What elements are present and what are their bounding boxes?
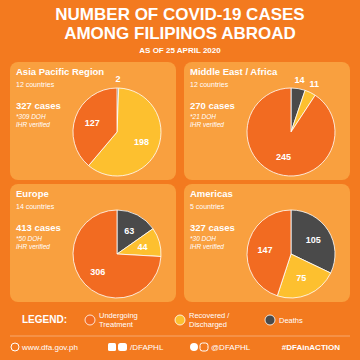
data-label: 75 [296, 273, 306, 283]
annotation: IHR verified [190, 121, 224, 128]
data-label: 63 [124, 226, 134, 236]
data-label: 306 [90, 267, 105, 277]
annotation: IHR verified [190, 243, 224, 250]
panel-title: Americas [190, 188, 233, 199]
data-label: 127 [85, 118, 100, 128]
footer-text: @DFAPHL [211, 343, 251, 352]
pie-labels: 6344 306 [90, 226, 147, 278]
data-label: 105 [306, 235, 321, 245]
icon [118, 343, 127, 351]
footer-text: /DFAPHL [130, 343, 164, 352]
annotation: 270 cases [190, 100, 235, 111]
icon [190, 343, 198, 351]
legend-swatch [265, 315, 275, 325]
data-label: 245 [276, 152, 291, 162]
annotation: 327 cases [190, 222, 235, 233]
footer-rule [10, 336, 350, 337]
panel-bg [10, 184, 176, 302]
panel: Middle East / Africa 12 countries 270 case… [184, 62, 350, 180]
panel: Americas 5 countries 327 cases *30 DOHIHR v… [184, 184, 350, 302]
data-label: 14 [295, 75, 305, 85]
annotation: *21 DOH [190, 113, 216, 120]
annotation: 327 cases [16, 100, 61, 111]
pie: DeathsRecovered / DischargedUndergoing T… [247, 210, 335, 298]
annotation: *30 DOH [190, 235, 216, 242]
legend-label: Undergoing Treatment [99, 310, 161, 330]
panel-bg [10, 62, 176, 180]
footer-text: #DFAinACTION [282, 343, 340, 352]
data-label: 198 [134, 137, 149, 147]
icon [11, 343, 19, 351]
annotation: *309 DOH [16, 113, 46, 120]
legend-swatch [85, 315, 95, 325]
pie-labels: 105 75 147 [257, 235, 320, 283]
legend-swatch [175, 315, 185, 325]
annotation: 12 countries [190, 81, 229, 88]
pie-labels: 14 11 245 [276, 75, 319, 163]
pie: DeathsRecovered / DischargedUndergoing T… [73, 210, 161, 298]
subtitle: AS OF 25 APRIL 2020 [0, 46, 360, 55]
annotation: IHR verified [16, 243, 50, 250]
annotation: 5 countries [190, 203, 225, 210]
panel-bg [184, 62, 350, 180]
annotation: 14 countries [16, 203, 55, 210]
data-label: 44 [137, 242, 147, 252]
panel-title: Europe [16, 188, 49, 199]
data-label: 147 [257, 245, 272, 255]
annotation: *50 DOH [16, 235, 42, 242]
pie-slice: Undergoing Treatment [73, 88, 117, 166]
legend-title: LEGEND: [22, 314, 67, 325]
panel-bg [184, 184, 350, 302]
icon [108, 343, 116, 351]
icon [200, 343, 208, 351]
panel-title: Asia Pacific Region [16, 66, 104, 77]
panel: Europe 14 countries 413 cases *50 DOHIHR ve… [10, 184, 176, 302]
pie: DeathsRecovered / DischargedUndergoing T… [73, 88, 161, 176]
legend-label: Deaths [279, 310, 341, 330]
annotation: 12 countries [16, 81, 55, 88]
annotation: IHR verified [16, 121, 50, 128]
data-label: 2 [116, 74, 121, 84]
pie-labels: 2 198 127 [85, 74, 149, 147]
panel: Asia Pacific Region 12 countries 327 cases… [10, 62, 176, 180]
panel-title: Middle East / Africa [190, 66, 278, 77]
pie-slice: Undergoing Treatment [247, 210, 291, 296]
data-label: 11 [309, 79, 319, 89]
legend-label: Recovered / Discharged [189, 310, 251, 330]
footer-text: www.dfa.gov.ph [21, 343, 78, 352]
pie: DeathsRecovered / DischargedUndergoing T… [247, 88, 335, 176]
pie-slice: Undergoing Treatment [73, 210, 161, 298]
annotation: 413 cases [16, 222, 61, 233]
title: NUMBER OF COVID-19 CASES AMONG FILIPINOS… [25, 5, 335, 43]
pie-slice: Undergoing Treatment [247, 88, 335, 176]
